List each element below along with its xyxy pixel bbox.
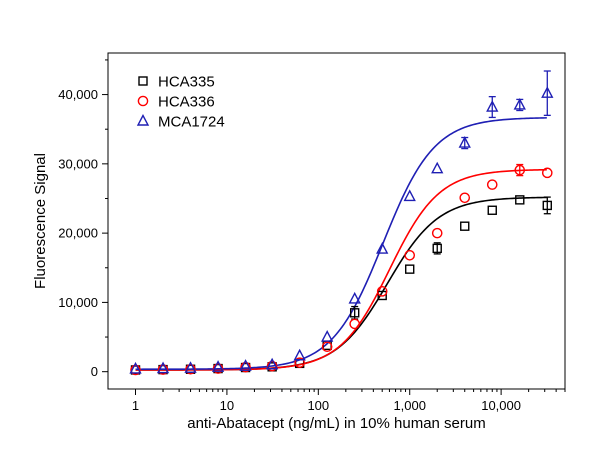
data-point-hca336 — [486, 179, 498, 190]
data-point-hca336 — [459, 192, 471, 204]
data-point-mca1724 — [513, 97, 526, 110]
data-point-hca336 — [212, 363, 224, 374]
y-tick-label: 20,000 — [58, 226, 98, 241]
data-point-hca336 — [404, 249, 416, 261]
data-point-mca1724 — [184, 361, 197, 373]
error-bar-mca1724 — [543, 70, 551, 117]
legend-marker-mca1724 — [136, 113, 150, 126]
data-point-hca336 — [541, 167, 553, 179]
data-point-mca1724 — [265, 357, 279, 370]
data-point-hca335 — [432, 243, 442, 254]
data-point-mca1724 — [211, 360, 225, 372]
data-point-hca336 — [349, 318, 360, 330]
data-point-hca336 — [376, 286, 388, 297]
y-tick-label: 40,000 — [58, 87, 98, 102]
data-point-hca336 — [266, 360, 278, 372]
error-bar-hca336 — [516, 163, 524, 177]
x-tick-label: 10,000 — [481, 398, 521, 413]
data-point-hca336 — [157, 364, 169, 375]
data-point-mca1724 — [293, 348, 306, 361]
y-axis-title: Fluorescence Signal — [32, 153, 49, 289]
data-point-hca335 — [349, 308, 360, 318]
legend-marker-hca336 — [137, 95, 149, 107]
data-point-mca1724 — [239, 359, 252, 371]
x-tick-label: 1,000 — [393, 398, 426, 413]
data-point-hca336 — [240, 361, 251, 373]
data-point-mca1724 — [403, 189, 416, 202]
fit-curve-mca1724 — [135, 117, 547, 371]
data-point-hca335 — [542, 200, 552, 211]
data-point-hca335 — [487, 205, 497, 215]
data-point-hca335 — [377, 290, 387, 301]
x-tick-label: 100 — [307, 398, 329, 413]
fit-curves — [135, 117, 547, 371]
data-point-hca336 — [514, 164, 526, 176]
data-point-hca335 — [515, 195, 525, 205]
error-bar-hca335 — [543, 196, 551, 215]
data-point-hca335 — [460, 221, 470, 231]
data-point-hca336 — [321, 341, 333, 353]
data-markers — [129, 86, 554, 376]
legend: HCA335 HCA336 MCA1724 — [136, 74, 225, 131]
fit-curve-hca336 — [135, 168, 547, 371]
data-point-mca1724 — [431, 161, 444, 174]
legend-label-mca1724: MCA1724 — [158, 114, 225, 131]
data-point-hca336 — [185, 363, 196, 375]
data-point-mca1724 — [129, 361, 142, 374]
data-point-mca1724 — [541, 86, 554, 98]
data-point-mca1724 — [321, 330, 334, 342]
legend-marker-hca335 — [138, 76, 148, 86]
axis-ticks: 1 10 100 1,000 10,000 0 10,000 20,000 30,000 40,0… — [58, 59, 566, 413]
data-point-mca1724 — [458, 136, 471, 148]
y-tick-label: 10,000 — [58, 295, 98, 310]
plot-frame — [107, 52, 566, 390]
legend-label-hca335: HCA335 — [158, 74, 215, 91]
x-tick-label: 10 — [220, 398, 234, 413]
data-point-mca1724 — [156, 361, 170, 374]
data-point-hca336 — [431, 227, 443, 239]
y-tick-label: 0 — [91, 364, 98, 379]
data-point-mca1724 — [348, 291, 361, 304]
y-tick-label: 30,000 — [58, 156, 98, 171]
legend-label-hca336: HCA336 — [158, 94, 215, 111]
x-tick-label: 1 — [132, 398, 139, 413]
data-point-hca336 — [130, 364, 141, 376]
data-point-hca336 — [294, 357, 305, 368]
error-bars — [351, 70, 551, 320]
data-point-hca335 — [405, 264, 415, 274]
data-point-mca1724 — [376, 242, 389, 254]
data-point-mca1724 — [486, 100, 499, 112]
x-axis-title: anti-Abatacept (ng/mL) in 10% human seru… — [187, 415, 485, 432]
